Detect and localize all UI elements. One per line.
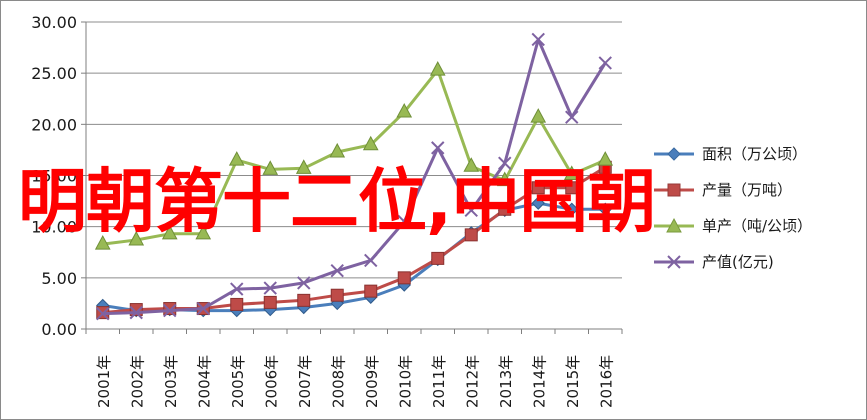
x-tick-label: 2006年 bbox=[262, 355, 280, 408]
series-2 bbox=[94, 61, 614, 250]
data-point bbox=[565, 202, 579, 216]
x-tick-label: 2016年 bbox=[597, 355, 615, 408]
data-point bbox=[431, 251, 445, 265]
data-point bbox=[196, 301, 210, 316]
data-point bbox=[463, 157, 480, 172]
data-point bbox=[161, 224, 178, 240]
data-point bbox=[263, 295, 277, 309]
data-point bbox=[364, 284, 378, 298]
legend-swatch-diamond-icon bbox=[654, 147, 694, 161]
data-point bbox=[563, 165, 580, 180]
x-axis-ticks: 2001年 2002年 2003年 2004年 2005年 2006年 2007年 2008年… bbox=[85, 329, 623, 408]
x-tick-label: 2005年 bbox=[229, 355, 247, 408]
data-point bbox=[565, 110, 579, 124]
data-point bbox=[330, 288, 344, 302]
data-point bbox=[464, 228, 478, 242]
series-line bbox=[102, 37, 607, 316]
series-layer bbox=[94, 32, 614, 321]
legend-swatch-triangle-icon bbox=[654, 217, 694, 233]
data-point bbox=[531, 32, 545, 47]
y-tick-label: 15.00 bbox=[31, 167, 77, 186]
legend-label-area: 面积（万公顷） bbox=[702, 145, 808, 163]
data-point bbox=[295, 159, 312, 174]
y-tick-label: 20.00 bbox=[31, 115, 77, 134]
data-point bbox=[329, 142, 346, 158]
x-tick-label: 2012年 bbox=[463, 355, 481, 408]
legend-item-unit-yield: 单产（吨/公顷） bbox=[652, 212, 852, 248]
data-point bbox=[262, 160, 279, 175]
legend-swatch-x-icon bbox=[654, 255, 694, 269]
x-tick-label: 2004年 bbox=[195, 355, 213, 408]
data-point bbox=[330, 263, 344, 278]
data-point bbox=[496, 171, 513, 187]
data-point bbox=[431, 141, 445, 155]
data-point bbox=[163, 303, 177, 318]
legend-label-unit-yield: 单产（吨/公顷） bbox=[702, 217, 813, 235]
y-axis-ticks: 0.00 5.00 10.00 15.00 20.00 25.00 30.00 bbox=[31, 13, 86, 339]
data-point bbox=[397, 214, 411, 229]
legend-item-yield: 产量（万吨） bbox=[652, 176, 852, 212]
y-tick-label: 25.00 bbox=[31, 64, 77, 83]
data-point bbox=[598, 202, 612, 216]
data-point bbox=[530, 108, 547, 123]
x-tick-label: 2010年 bbox=[396, 355, 414, 408]
data-point bbox=[531, 181, 545, 195]
legend: 面积（万公顷） 产量（万吨） 单产（吨/公顷） 产值(亿元) bbox=[652, 140, 852, 284]
data-point bbox=[464, 203, 478, 218]
x-tick-label: 2015年 bbox=[564, 355, 582, 408]
x-tick-label: 2011年 bbox=[430, 355, 448, 408]
legend-label-value: 产值(亿元) bbox=[702, 253, 774, 271]
data-point bbox=[128, 230, 145, 246]
data-point bbox=[230, 282, 244, 296]
x-tick-label: 2013年 bbox=[497, 355, 515, 408]
gridlines bbox=[86, 21, 622, 279]
data-point bbox=[598, 56, 612, 70]
data-point bbox=[565, 181, 579, 195]
data-point bbox=[129, 305, 143, 320]
data-point bbox=[94, 235, 111, 250]
data-point bbox=[396, 102, 413, 118]
data-point bbox=[263, 281, 277, 295]
data-point bbox=[362, 135, 379, 151]
x-tick-label: 2002年 bbox=[128, 355, 146, 408]
data-point bbox=[230, 297, 244, 311]
x-tick-label: 2008年 bbox=[329, 355, 347, 408]
y-tick-label: 0.00 bbox=[41, 320, 77, 339]
data-point bbox=[429, 61, 446, 76]
data-point bbox=[498, 202, 512, 216]
data-point bbox=[96, 306, 110, 321]
series-line bbox=[102, 68, 606, 246]
x-tick-label: 2007年 bbox=[296, 355, 314, 408]
data-point bbox=[297, 293, 311, 307]
data-point bbox=[498, 156, 512, 170]
data-point bbox=[297, 276, 311, 290]
data-point bbox=[163, 302, 177, 316]
data-point bbox=[195, 224, 212, 240]
legend-item-area: 面积（万公顷） bbox=[652, 140, 852, 176]
data-point bbox=[228, 151, 245, 166]
data-point bbox=[397, 271, 411, 285]
legend-swatch-square-icon bbox=[654, 183, 694, 197]
y-tick-label: 10.00 bbox=[31, 218, 77, 237]
legend-label-yield: 产量（万吨） bbox=[702, 181, 793, 199]
x-tick-label: 2009年 bbox=[363, 355, 381, 408]
legend-item-value: 产值(亿元) bbox=[652, 248, 852, 284]
y-tick-label: 30.00 bbox=[31, 13, 77, 32]
x-tick-label: 2003年 bbox=[162, 355, 180, 408]
data-point bbox=[364, 253, 378, 268]
data-point bbox=[597, 151, 614, 166]
overlay-watermark-text: 明朝第十二位,中国朝 bbox=[18, 162, 656, 242]
y-tick-label: 5.00 bbox=[41, 269, 77, 288]
x-tick-label: 2014年 bbox=[530, 355, 548, 408]
series-3 bbox=[96, 32, 612, 321]
x-tick-label: 2001年 bbox=[95, 355, 113, 408]
data-point bbox=[531, 196, 545, 210]
